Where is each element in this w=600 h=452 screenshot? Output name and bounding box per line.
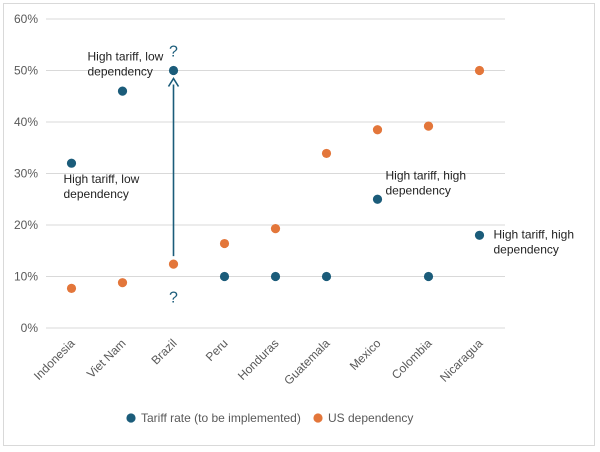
annotation-text: High tariff, high xyxy=(494,227,575,241)
annotation-text: dependency xyxy=(386,183,451,197)
dependency-point-guatemala xyxy=(321,148,332,159)
tariff-point-indonesia xyxy=(66,158,77,168)
dependency-point-viet-nam xyxy=(117,278,128,288)
dependency-point-colombia xyxy=(423,121,434,131)
legend-label-dependency: US dependency xyxy=(328,411,413,425)
x-tick-label: Colombia xyxy=(389,336,435,382)
dependency-point-honduras xyxy=(270,224,281,234)
tariff-point-mexico xyxy=(372,194,383,204)
question-mark-top: ? xyxy=(169,44,178,61)
scatter-chart: 0% 10% 20% 30% 40% 50% 60% Indonesia Viet Nam Bra… xyxy=(14,12,575,425)
tariff-point-honduras xyxy=(270,271,281,282)
tariff-point-colombia xyxy=(423,271,434,282)
x-tick-label: Guatemala xyxy=(281,336,333,388)
dependency-point-peru xyxy=(219,238,230,249)
x-tick-label: Nicaragua xyxy=(437,336,486,385)
tariff-point-peru xyxy=(219,271,230,282)
y-tick-label: 40% xyxy=(14,115,38,129)
legend-marker-tariff xyxy=(126,413,136,423)
x-tick-label: Indonesia xyxy=(31,336,78,383)
x-tick-label: Mexico xyxy=(347,336,384,373)
arrow-head xyxy=(167,76,180,87)
annotation-text: High tariff, low xyxy=(64,172,140,186)
tariff-point-guatemala xyxy=(321,271,332,282)
legend-label-tariff: Tariff rate (to be implemented) xyxy=(141,411,301,425)
annotation-text: High tariff, low xyxy=(88,50,164,64)
y-tick-label: 10% xyxy=(14,270,38,284)
y-tick-label: 30% xyxy=(14,167,38,181)
x-tick-label: Honduras xyxy=(235,336,282,383)
question-mark-bottom: ? xyxy=(169,290,178,307)
tariff-point-viet-nam xyxy=(117,86,128,96)
dependency-point-nicaragua xyxy=(474,65,485,76)
x-tick-label: Viet Nam xyxy=(84,336,129,381)
annotation-text: dependency xyxy=(64,187,129,201)
y-tick-label: 20% xyxy=(14,218,38,232)
dependency-point-brazil xyxy=(168,259,179,269)
chart-frame: 0% 10% 20% 30% 40% 50% 60% Indonesia Viet Nam Bra… xyxy=(3,3,595,446)
dependency-point-indonesia xyxy=(66,283,77,293)
x-tick-label: Peru xyxy=(203,336,231,364)
y-tick-label: 50% xyxy=(14,64,38,78)
tariff-point-brazil xyxy=(168,65,179,76)
y-tick-label: 60% xyxy=(14,12,38,26)
legend-marker-dependency xyxy=(313,413,323,423)
x-tick-label: Brazil xyxy=(148,336,179,367)
annotation-text: High tariff, high xyxy=(386,168,467,182)
tariff-point-nicaragua xyxy=(474,230,485,240)
annotation-text: dependency xyxy=(88,65,153,79)
annotation-text: dependency xyxy=(494,242,559,256)
dependency-point-mexico xyxy=(372,125,383,135)
y-tick-label: 0% xyxy=(21,321,39,335)
